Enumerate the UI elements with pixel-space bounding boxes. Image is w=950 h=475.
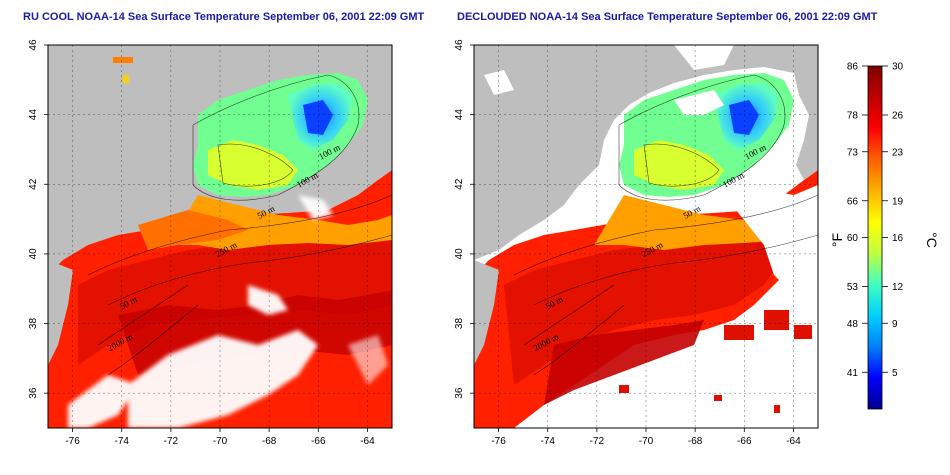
celsius-unit: °C <box>924 232 940 248</box>
panel-title-right: DECLOUDED NOAA-14 Sea Surface Temperatur… <box>457 11 878 23</box>
georges-bank-warm <box>634 140 724 190</box>
cloud-mask-holes <box>484 70 514 95</box>
celsius-label: 19 <box>892 196 904 207</box>
lon-tick-label: -72 <box>590 436 605 447</box>
fahrenheit-label: 73 <box>847 147 859 158</box>
celsius-label: 9 <box>892 319 898 330</box>
panel-title-left: RU COOL NOAA-14 Sea Surface Temperature … <box>23 11 425 23</box>
lat-tick-label: 36 <box>454 387 465 399</box>
temperature-colorbar: 86 78 73 66 60 53 48 41 30 26 23 19 16 12 9 5 °F °C <box>829 62 940 410</box>
land-nova-scotia <box>368 63 392 180</box>
fahrenheit-label: 53 <box>847 282 859 293</box>
celsius-label: 23 <box>892 147 904 158</box>
land-mid-atlantic <box>48 260 73 365</box>
cloud-mask-holes <box>544 90 818 428</box>
longitude-ticks: -76 -74 -72 -70 -68 -66 -64 <box>65 428 375 447</box>
lon-tick-label: -70 <box>213 436 228 447</box>
lat-tick-label: 38 <box>28 318 39 330</box>
celsius-label: 16 <box>892 233 904 244</box>
lon-tick-label: -64 <box>360 436 375 447</box>
lat-tick-label: 36 <box>28 387 39 399</box>
lat-tick-label: 46 <box>454 39 465 51</box>
fahrenheit-label: 41 <box>847 368 859 379</box>
lat-tick-label: 38 <box>454 318 465 330</box>
lat-tick-label: 44 <box>454 109 465 121</box>
celsius-labels: 30 26 23 19 16 12 9 5 <box>882 62 904 379</box>
fahrenheit-label: 60 <box>847 233 859 244</box>
lon-tick-label: -68 <box>262 436 277 447</box>
lon-tick-label: -76 <box>65 436 80 447</box>
celsius-label: 26 <box>892 111 904 122</box>
gulf-stream <box>504 225 794 385</box>
lon-tick-label: -66 <box>737 436 752 447</box>
lon-tick-label: -72 <box>164 436 179 447</box>
lat-tick-label: 40 <box>28 248 39 260</box>
shelf-orange-band <box>138 210 248 250</box>
land-north-america <box>48 45 392 260</box>
land-nova-scotia <box>794 63 818 180</box>
shelf-warm-band <box>594 195 794 250</box>
lat-tick-label: 42 <box>454 178 465 190</box>
latitude-ticks: 36 38 40 42 44 46 <box>454 39 474 399</box>
coldest-water-patch <box>303 100 333 135</box>
celsius-label: 12 <box>892 282 904 293</box>
georges-bank-warm <box>208 140 298 190</box>
lat-tick-label: 42 <box>28 178 39 190</box>
longitude-ticks: -76 -74 -72 -70 -68 -66 -64 <box>491 428 801 447</box>
land-patch <box>113 57 133 63</box>
lon-tick-label: -76 <box>491 436 506 447</box>
cloud-mask-holes <box>674 45 734 70</box>
lon-tick-label: -66 <box>311 436 326 447</box>
fahrenheit-labels: 86 78 73 66 60 53 48 41 <box>847 62 868 379</box>
lat-tick-label: 40 <box>454 248 465 260</box>
cloud-cover <box>68 195 388 428</box>
fahrenheit-label: 48 <box>847 319 859 330</box>
land-north-america <box>474 45 818 260</box>
colorbar-scale <box>867 65 883 410</box>
lon-tick-label: -64 <box>786 436 801 447</box>
land-patch <box>123 75 129 83</box>
fahrenheit-label: 86 <box>847 62 859 73</box>
lon-tick-label: -74 <box>114 436 129 447</box>
fahrenheit-label: 66 <box>847 196 859 207</box>
latitude-ticks: 36 38 40 42 44 46 <box>28 39 48 399</box>
lon-tick-label: -70 <box>639 436 654 447</box>
gulf-stream <box>78 215 392 365</box>
lat-tick-label: 46 <box>28 39 39 51</box>
warm-patches <box>619 310 812 413</box>
fahrenheit-unit: °F <box>829 233 845 247</box>
celsius-label: 30 <box>892 62 904 73</box>
gulf-stream-core <box>544 320 704 405</box>
land-mid-atlantic <box>474 260 499 365</box>
fahrenheit-label: 78 <box>847 111 859 122</box>
coldest-water-patch <box>729 100 759 135</box>
lon-tick-label: -74 <box>540 436 555 447</box>
lon-tick-label: -68 <box>688 436 703 447</box>
bathymetry-contours <box>513 74 819 376</box>
lat-tick-label: 44 <box>28 109 39 121</box>
celsius-label: 5 <box>892 368 898 379</box>
bathymetry-contours <box>87 74 393 376</box>
